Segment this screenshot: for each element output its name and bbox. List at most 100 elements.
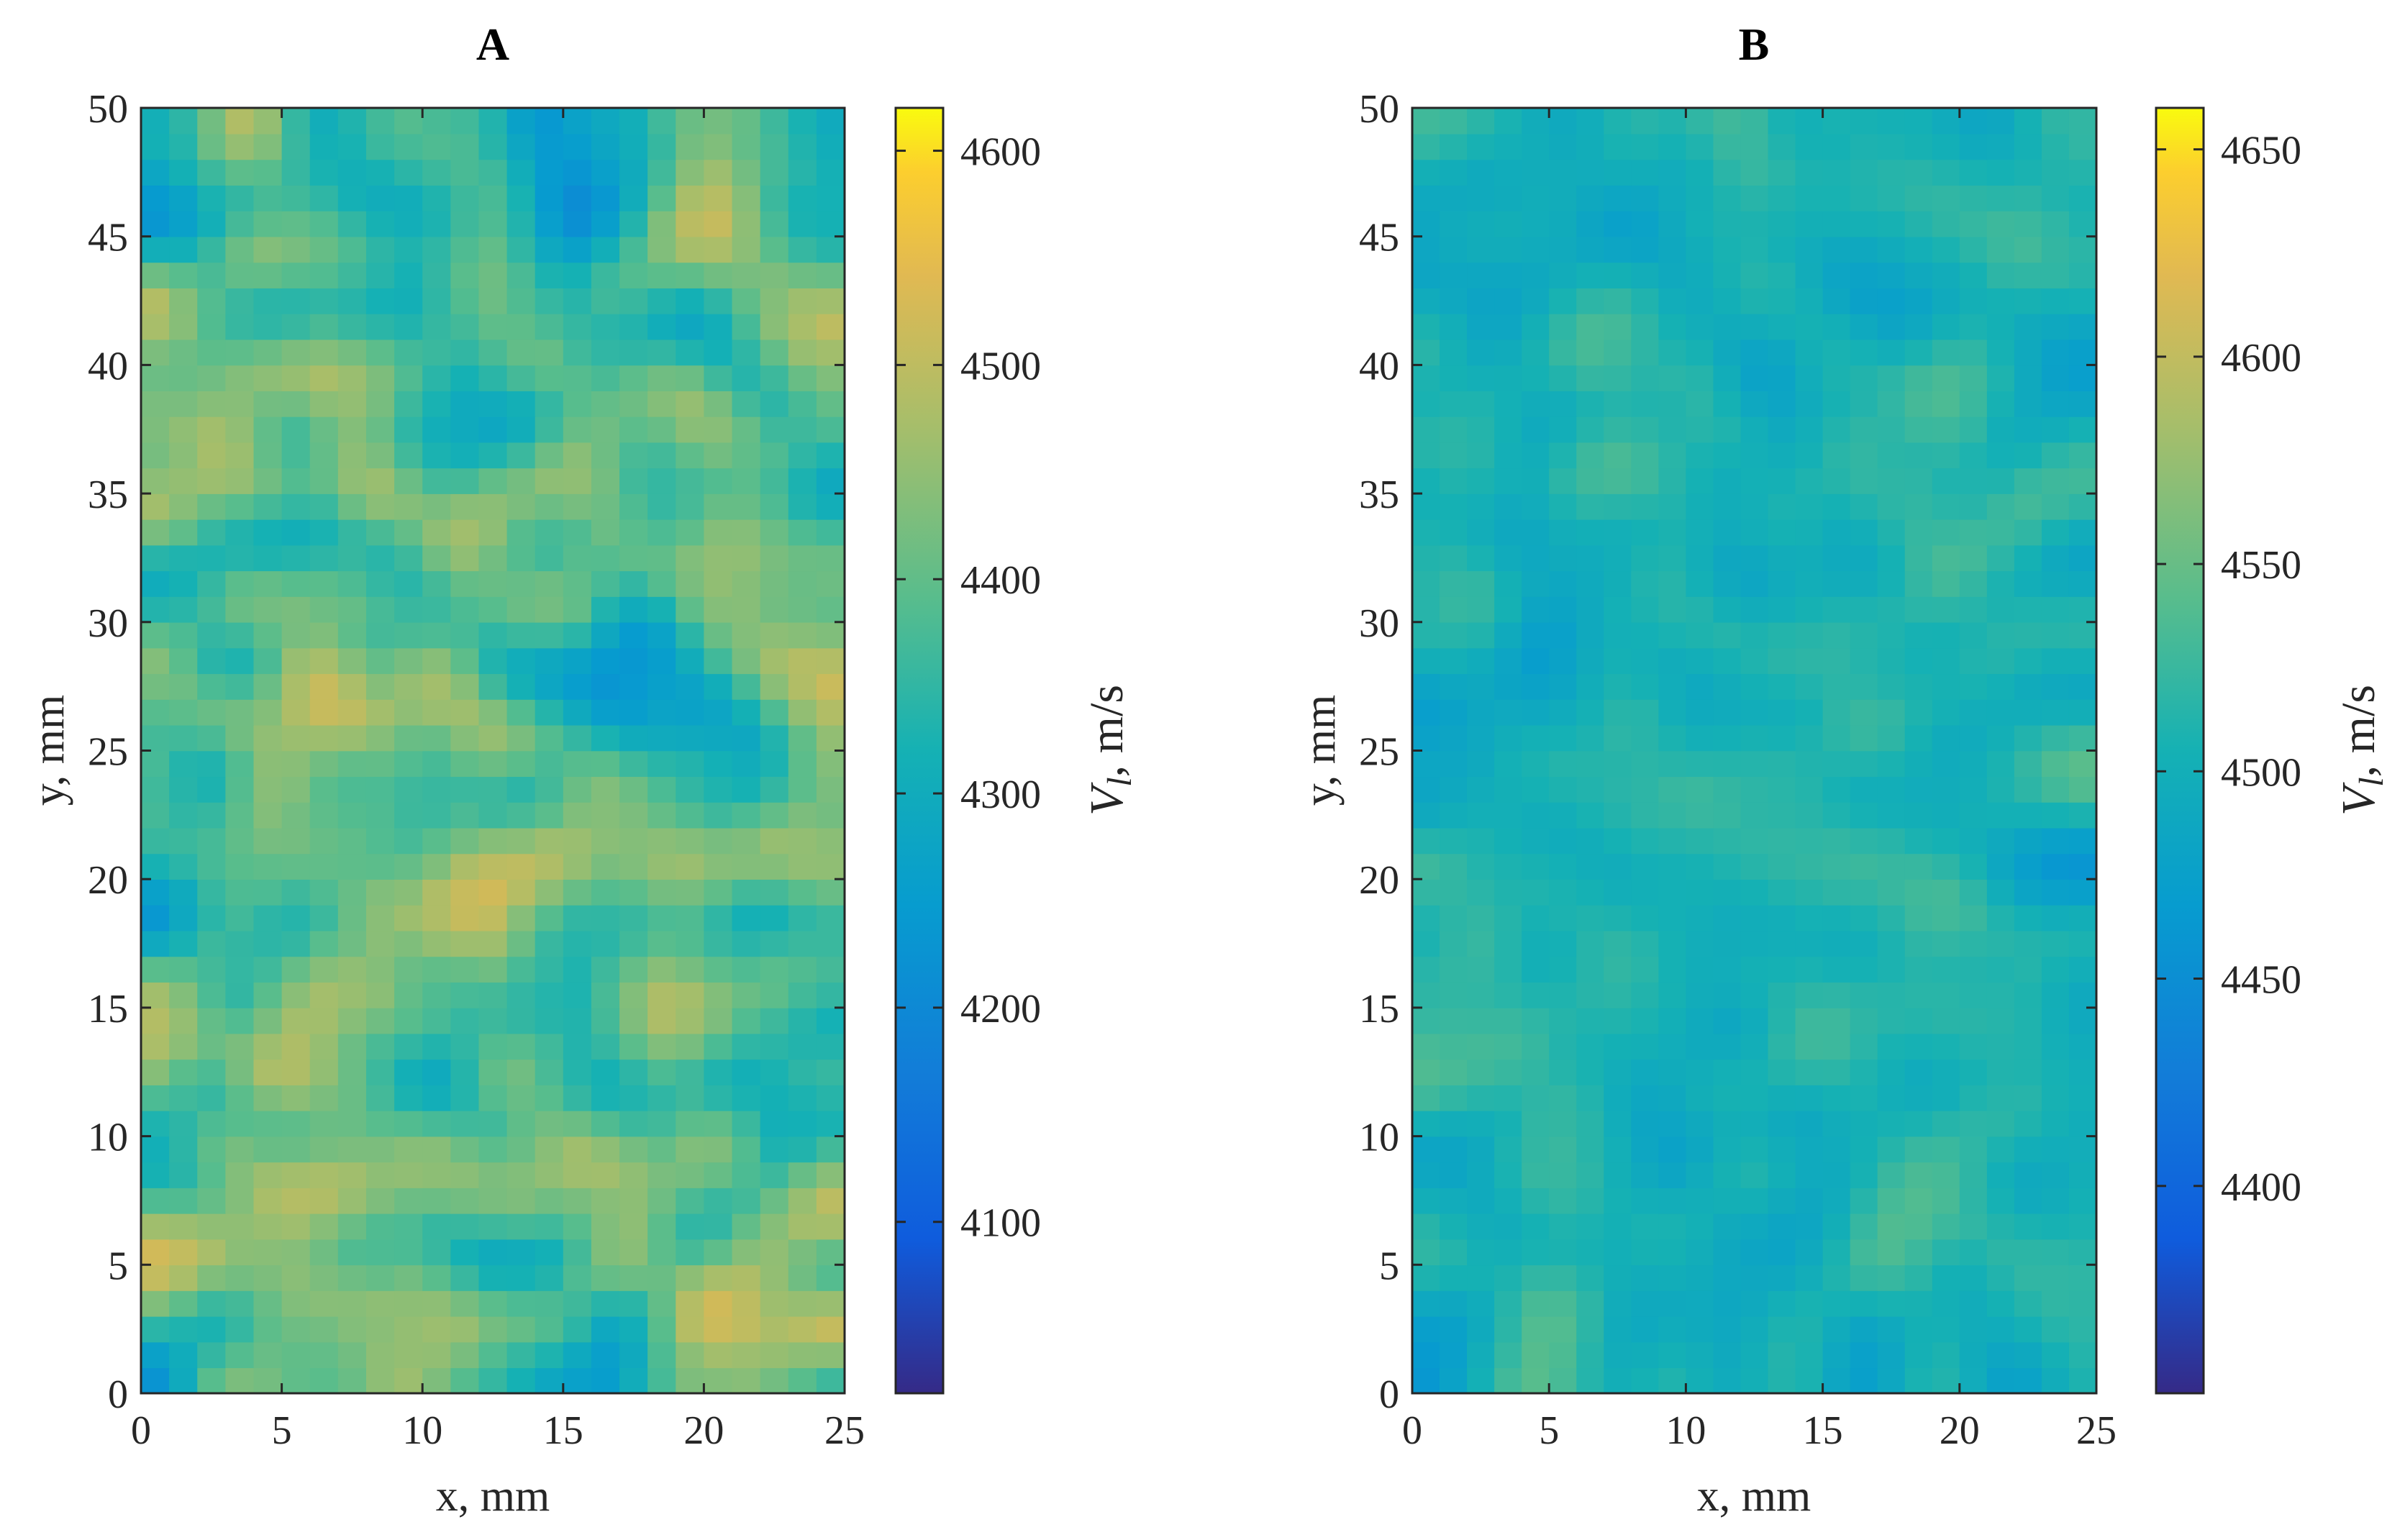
- heatmap-cell-b: [1631, 647, 1660, 675]
- heatmap-cell-a: [225, 699, 255, 726]
- heatmap-cell-a: [506, 159, 536, 186]
- heatmap-cell-b: [1686, 1033, 1714, 1060]
- heatmap-cell-b: [1713, 133, 1742, 160]
- heatmap-cell-b: [1959, 159, 1988, 186]
- heatmap-cell-a: [760, 1162, 789, 1188]
- heatmap-cell-b: [1440, 1239, 1468, 1266]
- heatmap-cell-a: [760, 879, 789, 906]
- panel-a-x-axis-label: x, mm: [436, 1472, 550, 1521]
- heatmap-cell-a: [676, 1110, 705, 1137]
- heatmap-cell-b: [1713, 827, 1742, 855]
- heatmap-cell-b: [1740, 982, 1769, 1008]
- heatmap-cell-a: [478, 570, 508, 597]
- heatmap-cell-b: [1631, 724, 1660, 752]
- heatmap-cell-a: [591, 570, 620, 597]
- heatmap-cell-a: [422, 288, 452, 314]
- heatmap-cell-b: [1904, 468, 1933, 494]
- heatmap-cell-b: [1768, 1059, 1796, 1085]
- heatmap-cell-a: [450, 442, 480, 469]
- heatmap-cell-a: [422, 210, 452, 237]
- heatmap-cell-a: [704, 930, 733, 957]
- heatmap-cell-b: [1822, 930, 1851, 957]
- heatmap-cell-b: [1959, 519, 1988, 546]
- heatmap-cell-a: [337, 468, 367, 494]
- heatmap-cell-b: [1768, 699, 1796, 726]
- heatmap-cell-b: [1658, 1341, 1687, 1369]
- heatmap-cell-b: [1686, 570, 1714, 597]
- heatmap-cell-b: [2014, 365, 2042, 391]
- heatmap-cell-b: [1904, 853, 1933, 880]
- heatmap-cell-a: [732, 288, 761, 314]
- heatmap-cell-a: [197, 879, 227, 906]
- heatmap-cell-b: [1850, 673, 1878, 700]
- heatmap-cell-b: [2014, 1033, 2042, 1060]
- heatmap-cell-b: [1850, 493, 1878, 520]
- heatmap-cell-a: [197, 1007, 227, 1034]
- heatmap-cell-b: [1959, 313, 1988, 340]
- heatmap-cell-b: [1850, 853, 1878, 880]
- heatmap-cell-a: [563, 1290, 592, 1317]
- heatmap-cell-a: [647, 879, 677, 906]
- heatmap-cell-a: [169, 1239, 199, 1266]
- heatmap-cell-b: [1795, 493, 1824, 520]
- heatmap-cell-b: [1986, 519, 2015, 546]
- heatmap-cell-a: [253, 673, 283, 700]
- heatmap-cell-b: [1576, 262, 1605, 288]
- heatmap-cell-b: [1959, 1085, 1988, 1111]
- heatmap-cell-b: [1986, 1367, 2015, 1394]
- heatmap-cell-b: [1631, 673, 1660, 700]
- heatmap-cell-a: [563, 750, 592, 778]
- heatmap-cell-b: [1412, 1265, 1440, 1291]
- heatmap-cell-a: [760, 416, 789, 443]
- heatmap-cell-b: [1549, 1316, 1578, 1343]
- heatmap-cell-b: [1904, 1136, 1933, 1163]
- heatmap-cell-a: [704, 236, 733, 263]
- heatmap-cell-b: [1932, 416, 1960, 443]
- heatmap-cell-b: [1576, 776, 1605, 803]
- heatmap-cell-b: [1631, 1162, 1660, 1188]
- heatmap-cell-a: [450, 288, 480, 314]
- heatmap-cell-a: [309, 956, 339, 983]
- heatmap-cell-a: [450, 724, 480, 752]
- heatmap-cell-a: [704, 339, 733, 366]
- heatmap-cell-a: [732, 519, 761, 546]
- heatmap-cell-a: [337, 596, 367, 623]
- heatmap-cell-b: [1658, 416, 1687, 443]
- heatmap-cell-a: [141, 750, 170, 778]
- heatmap-cell-a: [365, 801, 395, 829]
- heatmap-cell-a: [591, 801, 620, 829]
- heatmap-cell-b: [1877, 596, 1906, 623]
- heatmap-cell-a: [563, 185, 592, 211]
- heatmap-cell-a: [676, 1265, 705, 1291]
- heatmap-cell-a: [197, 1265, 227, 1291]
- heatmap-cell-b: [1549, 647, 1578, 675]
- heatmap-cell-b: [1604, 185, 1632, 211]
- heatmap-cell-a: [394, 1007, 423, 1034]
- y-tick-label: 35: [88, 473, 128, 517]
- heatmap-cell-b: [2041, 1085, 2070, 1111]
- heatmap-cell-b: [1713, 596, 1742, 623]
- heatmap-cell-b: [1768, 1007, 1796, 1034]
- heatmap-cell-b: [1740, 699, 1769, 726]
- heatmap-cell-b: [1904, 621, 1933, 649]
- heatmap-cell-a: [281, 108, 311, 135]
- heatmap-cell-a: [591, 673, 620, 700]
- heatmap-cell-a: [309, 930, 339, 957]
- heatmap-cell-a: [450, 827, 480, 855]
- heatmap-cell-a: [281, 647, 311, 675]
- heatmap-cell-a: [225, 1213, 255, 1240]
- heatmap-cell-a: [169, 776, 199, 803]
- heatmap-cell-b: [1686, 827, 1714, 855]
- heatmap-cell-b: [1576, 133, 1605, 160]
- heatmap-cell-b: [1686, 647, 1714, 675]
- heatmap-cell-b: [1576, 416, 1605, 443]
- heatmap-cell-a: [676, 1290, 705, 1317]
- heatmap-cell-b: [1768, 288, 1796, 314]
- heatmap-cell-a: [309, 1059, 339, 1085]
- heatmap-cell-b: [1440, 930, 1468, 957]
- heatmap-cell-b: [1822, 956, 1851, 983]
- heatmap-cell-a: [704, 1007, 733, 1034]
- heatmap-cell-b: [1959, 1341, 1988, 1369]
- heatmap-cell-a: [478, 545, 508, 572]
